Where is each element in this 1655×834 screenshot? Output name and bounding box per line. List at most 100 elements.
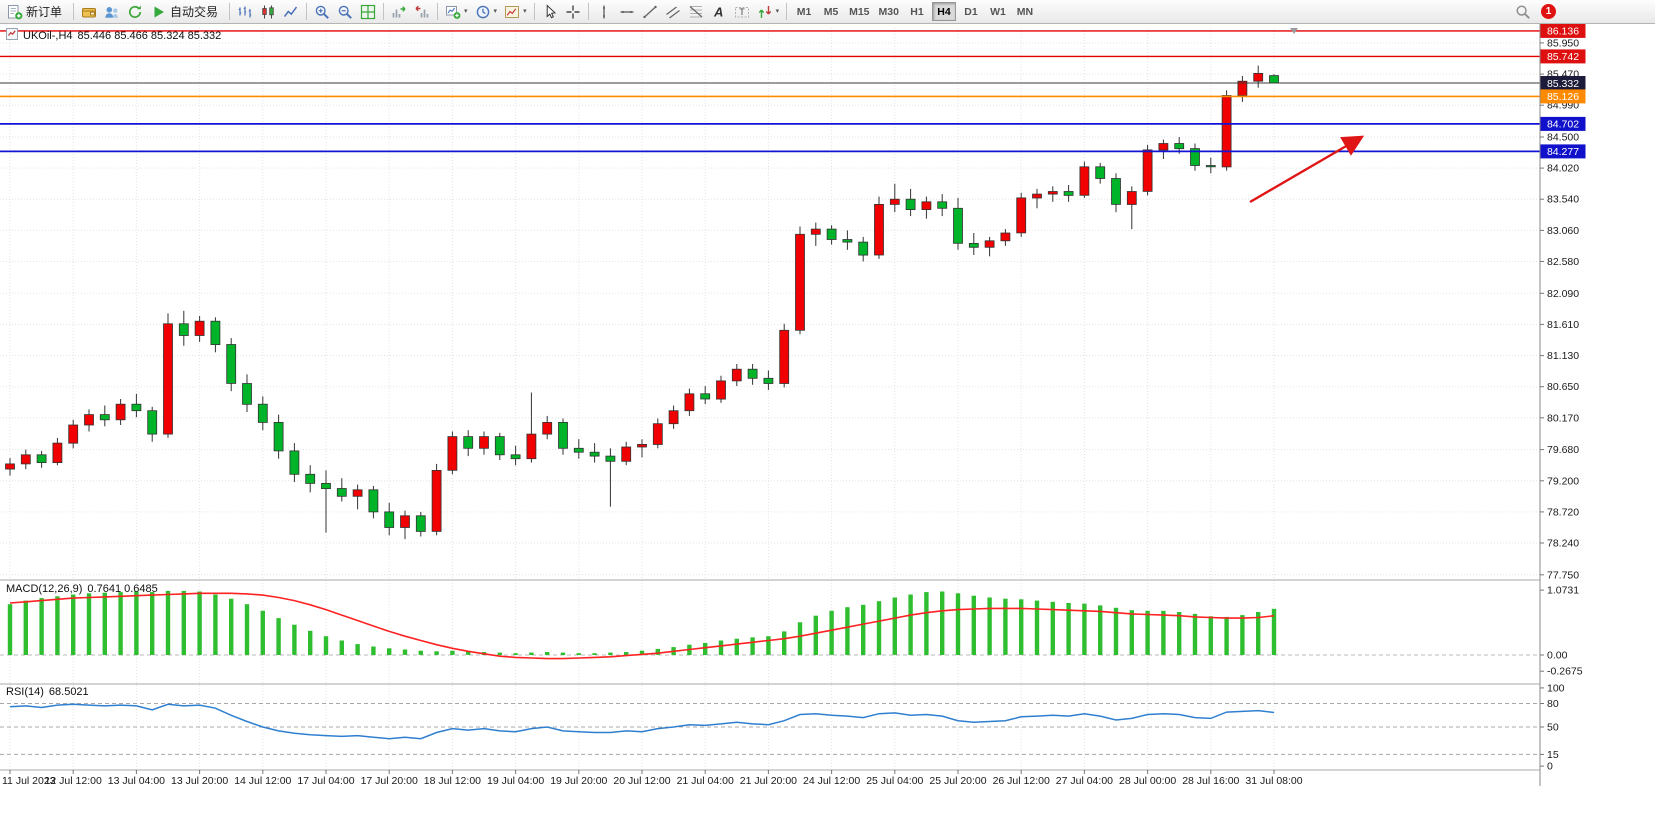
timeframe-m30-button[interactable]: M30 — [878, 5, 899, 18]
macd-signal-line — [9, 592, 1275, 660]
macd-histogram-bar — [355, 644, 360, 655]
macd-histogram-bar — [371, 646, 376, 655]
macd-histogram-bar — [7, 604, 13, 655]
templates-button[interactable]: ▾ — [501, 1, 530, 22]
hline-icon — [620, 10, 634, 13]
macd-histogram-bar — [339, 640, 344, 655]
svg-text:13 Jul 04:00: 13 Jul 04:00 — [108, 775, 165, 787]
macd-histogram-bar — [908, 594, 913, 655]
zoom-out-icon — [338, 5, 352, 19]
macd-histogram-bar — [86, 593, 92, 655]
macd-histogram-bar — [1240, 615, 1245, 655]
text-label-button[interactable]: T — [731, 1, 753, 22]
macd-histogram-bar — [655, 648, 660, 655]
timeframe-m15-button[interactable]: M15 — [849, 5, 870, 18]
auto-scroll-button[interactable] — [388, 1, 410, 22]
channel-icon — [665, 5, 680, 19]
toolbar-separator — [73, 3, 75, 20]
timeframe-d1-button[interactable]: D1 — [964, 5, 978, 18]
wallet-icon — [82, 7, 97, 17]
zoom-in-button[interactable] — [311, 1, 333, 22]
fibonacci-button[interactable] — [685, 1, 707, 22]
macd-histogram-bar — [892, 597, 897, 655]
dropdown-caret-icon: ▾ — [464, 8, 468, 15]
macd-histogram-bar — [576, 653, 581, 655]
chart-window[interactable]: 85.950 85.470 84.990 84.500 84.020 83.540 83.0… — [0, 23, 1655, 834]
svg-text:85.742: 85.742 — [1547, 51, 1579, 63]
svg-text:18 Jul 12:00: 18 Jul 12:00 — [424, 775, 481, 787]
macd-histogram-bar — [1129, 610, 1134, 655]
tile-windows-button[interactable] — [357, 1, 379, 22]
notifications-badge[interactable]: 1 — [1541, 4, 1556, 19]
macd-histogram-bar — [987, 597, 992, 655]
timeframe-w1-button[interactable]: W1 — [990, 5, 1006, 18]
chart-surface[interactable]: 85.95085.47084.99084.50084.02083.54083.0… — [0, 23, 1655, 834]
new-order-button[interactable]: 新订单 — [3, 1, 69, 22]
chart-canvas[interactable]: 85.950 85.470 84.990 84.500 84.020 83.540 83.0… — [0, 23, 1655, 834]
bar-chart-button[interactable] — [234, 1, 256, 22]
dropdown-caret-icon: ▾ — [493, 8, 498, 15]
macd-histogram-bar — [1034, 600, 1040, 655]
macd-histogram-bar — [718, 640, 724, 655]
community-button[interactable] — [101, 1, 123, 22]
trendline-button[interactable] — [639, 1, 661, 22]
timeframe-h4-button[interactable]: H4 — [931, 2, 956, 21]
trend-arrow-annotation[interactable] — [1249, 135, 1365, 204]
price-badge: 85.332 — [1540, 76, 1586, 90]
toolbar-separator — [587, 3, 589, 20]
equidistant-channel-button[interactable] — [662, 1, 684, 22]
svg-text:31 Jul 08:00: 31 Jul 08:00 — [1245, 775, 1302, 787]
price-axis[interactable]: 85.95085.47084.99084.50084.02083.54083.0… — [1539, 23, 1655, 834]
chart-shift-button[interactable] — [411, 1, 433, 22]
zoom-out-button[interactable] — [334, 1, 356, 22]
svg-text:12 Jul 12:00: 12 Jul 12:00 — [45, 775, 102, 787]
timeframe-m5-button[interactable]: M5 — [823, 5, 839, 18]
community-icon — [105, 6, 119, 18]
svg-text:79.680: 79.680 — [1547, 444, 1579, 456]
new-chart-button[interactable]: ▾ — [442, 1, 471, 22]
price-badge: 86.136 — [1540, 23, 1586, 38]
timeframe-m1-button[interactable]: M1 — [796, 5, 812, 18]
market-button[interactable] — [124, 1, 146, 22]
macd-histogram-bar — [1082, 603, 1087, 655]
svg-text:11 Jul 2023: 11 Jul 2023 — [2, 775, 56, 787]
vline-icon — [602, 5, 605, 18]
periods-button[interactable]: ▾ — [472, 1, 501, 22]
search-button[interactable] — [1512, 1, 1534, 22]
timeframe-h1-button[interactable]: H1 — [910, 5, 924, 18]
timeframe-mn-button[interactable]: MN — [1016, 5, 1034, 18]
candles-layer[interactable] — [5, 65, 1279, 540]
macd-histogram-bar — [766, 636, 771, 655]
candlestick-chart-button[interactable] — [257, 1, 279, 22]
deposit-button[interactable] — [78, 1, 100, 22]
svg-text:85.950: 85.950 — [1547, 37, 1579, 49]
macd-panel — [0, 590, 1540, 660]
macd-histogram-bar — [703, 642, 708, 655]
macd-histogram-bar — [1066, 603, 1071, 655]
macd-histogram-bar — [418, 650, 423, 655]
macd-histogram-bar — [323, 636, 329, 655]
line-chart-button[interactable] — [280, 1, 302, 22]
horizontal-level-lines[interactable] — [0, 30, 1540, 153]
vertical-line-button[interactable] — [593, 1, 615, 22]
cursor-button[interactable] — [539, 1, 561, 22]
macd-histogram-bar — [1098, 605, 1103, 655]
toolbar-separator — [383, 3, 385, 20]
toolbar-separator — [533, 3, 535, 20]
svg-text:80.170: 80.170 — [1547, 412, 1579, 424]
trendline-icon — [642, 5, 657, 18]
chart-shift-marker[interactable] — [1290, 28, 1298, 34]
dropdown-caret-icon: ▾ — [523, 8, 527, 15]
crosshair-button[interactable] — [562, 1, 584, 22]
auto-trading-button[interactable]: 自动交易 — [147, 1, 225, 22]
horizontal-line-button[interactable] — [616, 1, 638, 22]
macd-histogram-bar — [861, 604, 866, 655]
arrows-button[interactable]: ▾ — [754, 1, 783, 22]
svg-text:78.240: 78.240 — [1547, 538, 1579, 550]
text-button[interactable]: A — [708, 1, 730, 22]
macd-histogram-bar — [1177, 612, 1182, 655]
macd-histogram-bar — [308, 630, 313, 655]
cursor-icon — [546, 3, 556, 18]
